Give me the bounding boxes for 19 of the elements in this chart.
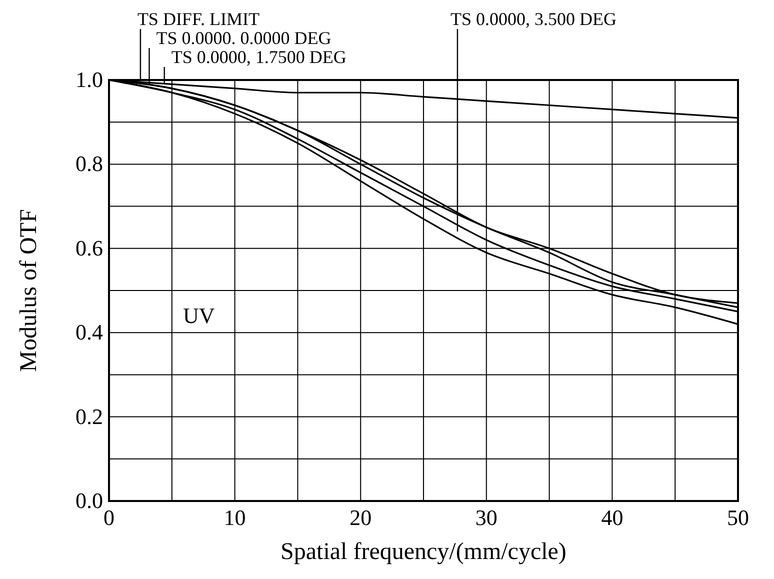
y-tick-label: 1.0 xyxy=(76,67,103,92)
x-tick-label: 20 xyxy=(350,505,372,530)
x-tick-label: 10 xyxy=(224,505,246,530)
annotation: TS DIFF. LIMIT xyxy=(137,9,260,29)
annotation: TS 0.0000. 0.0000 DEG xyxy=(156,28,332,48)
x-tick-label: 50 xyxy=(727,505,749,530)
y-tick-label: 0.4 xyxy=(76,320,103,345)
annotation: UV xyxy=(183,303,215,328)
annotation: TS 0.0000, 3.500 DEG xyxy=(450,9,616,29)
y-tick-label: 0.2 xyxy=(76,404,103,429)
x-tick-label: 0 xyxy=(104,505,114,530)
y-tick-label: 0.0 xyxy=(76,488,103,513)
x-tick-label: 40 xyxy=(601,505,624,530)
x-axis-title: Spatial frequency/(mm/cycle) xyxy=(280,539,566,565)
annotation: TS 0.0000, 1.7500 DEG xyxy=(171,47,346,67)
y-axis-title: Modulus of OTF xyxy=(16,209,42,372)
y-tick-label: 0.6 xyxy=(76,235,103,260)
x-tick-label: 30 xyxy=(475,505,498,530)
y-tick-label: 0.8 xyxy=(76,151,103,176)
